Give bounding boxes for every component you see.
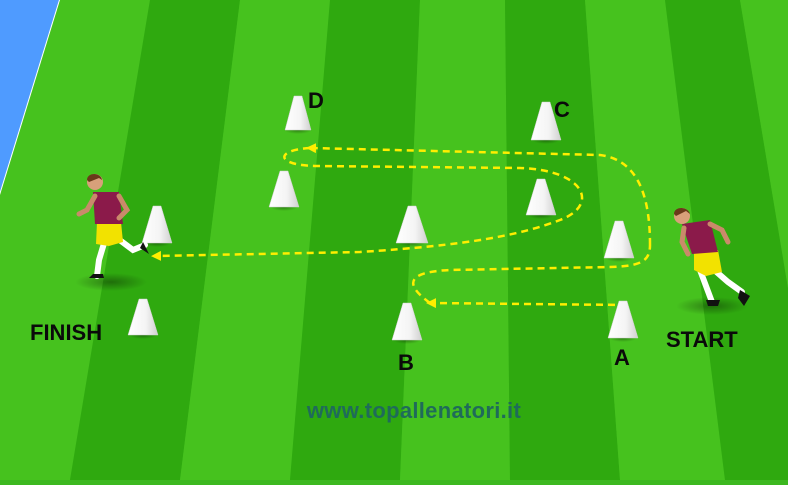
path-start-to-b <box>426 298 628 309</box>
path-curve-to-d <box>306 143 652 246</box>
cone-b <box>391 302 423 344</box>
path-b-to-curve <box>412 244 652 305</box>
cone-b-label: B <box>398 350 414 375</box>
cone-a <box>607 300 639 342</box>
cone-c <box>530 101 562 144</box>
run-path <box>151 143 652 309</box>
cones <box>127 95 639 344</box>
cone-d <box>284 95 312 134</box>
start-label: START <box>666 327 738 352</box>
finish-label: FINISH <box>30 320 102 345</box>
cone-1 <box>268 170 300 211</box>
cone-a-label: A <box>614 345 630 370</box>
cone-d-label: D <box>308 88 324 113</box>
cone-4 <box>395 205 429 247</box>
cone-5 <box>603 220 635 262</box>
cone-2 <box>525 178 557 219</box>
cone-finish <box>127 298 159 339</box>
watermark: www.topallenatori.it <box>306 398 522 423</box>
player-finish-icon <box>75 174 149 291</box>
cone-c-label: C <box>554 97 570 122</box>
player-start-icon <box>674 208 750 315</box>
cone-3 <box>141 205 173 247</box>
